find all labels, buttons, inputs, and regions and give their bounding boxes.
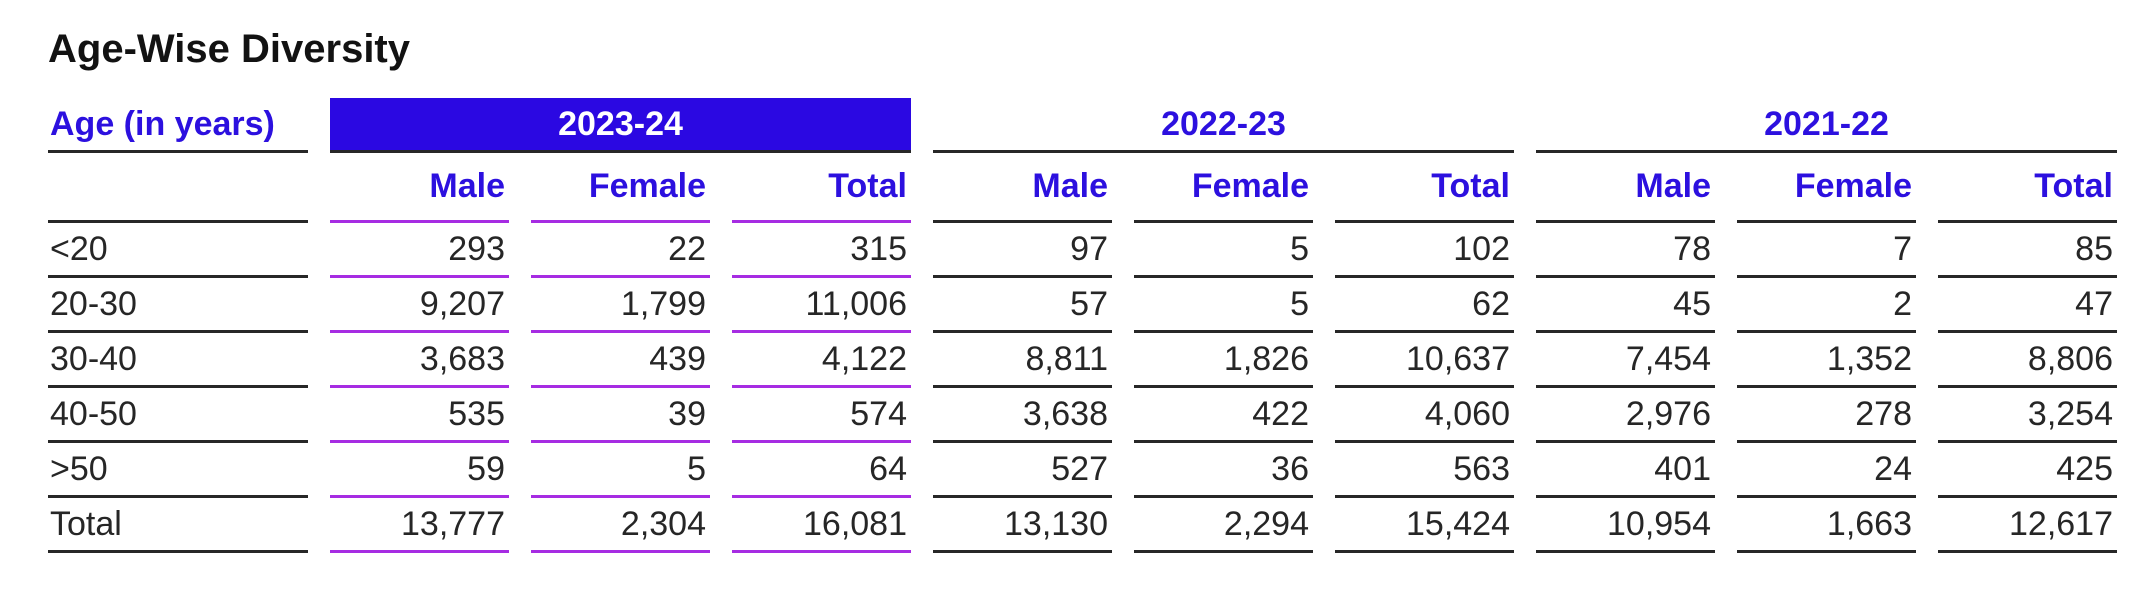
- value-cell: 102: [1335, 223, 1514, 278]
- age-wise-diversity-table: Age (in years) 2023-24 2022-23 2021-22 M…: [26, 98, 2139, 553]
- year-header-row: Age (in years) 2023-24 2022-23 2021-22: [48, 98, 2117, 153]
- value-cell: 13,777: [330, 498, 509, 553]
- value-cell: 8,811: [933, 333, 1112, 388]
- value-cell: 425: [1938, 443, 2117, 498]
- value-cell: 12,617: [1938, 498, 2117, 553]
- value-cell: 5: [1134, 278, 1313, 333]
- value-cell: 2,976: [1536, 388, 1715, 443]
- subheader-2022-23-male: Male: [933, 153, 1112, 223]
- value-cell: 16,081: [732, 498, 911, 553]
- value-cell: 2: [1737, 278, 1916, 333]
- sub-header-row: Male Female Total Male Female Total Male…: [48, 153, 2117, 223]
- value-cell: 315: [732, 223, 911, 278]
- value-cell: 2,304: [531, 498, 710, 553]
- subheader-2023-24-male: Male: [330, 153, 509, 223]
- value-cell: 1,826: [1134, 333, 1313, 388]
- year-header-2021-22: 2021-22: [1536, 98, 2117, 153]
- row-label: Total: [48, 498, 308, 553]
- value-cell: 293: [330, 223, 509, 278]
- value-cell: 4,122: [732, 333, 911, 388]
- value-cell: 574: [732, 388, 911, 443]
- value-cell: 401: [1536, 443, 1715, 498]
- year-header-2023-24: 2023-24: [330, 98, 911, 153]
- value-cell: 59: [330, 443, 509, 498]
- row-label: <20: [48, 223, 308, 278]
- value-cell: 39: [531, 388, 710, 443]
- value-cell: 1,663: [1737, 498, 1916, 553]
- value-cell: 422: [1134, 388, 1313, 443]
- row-label: 40-50: [48, 388, 308, 443]
- table-row-gt50: >50 59 5 64 527 36 563 401 24 425: [48, 443, 2117, 498]
- value-cell: 2,294: [1134, 498, 1313, 553]
- report-page: Age-Wise Diversity Age (in years) 2023-2…: [26, 27, 2139, 553]
- value-cell: 5: [531, 443, 710, 498]
- value-cell: 4,060: [1335, 388, 1514, 443]
- subheader-2023-24-female: Female: [531, 153, 710, 223]
- value-cell: 15,424: [1335, 498, 1514, 553]
- value-cell: 47: [1938, 278, 2117, 333]
- value-cell: 9,207: [330, 278, 509, 333]
- age-subheader-spacer: [48, 153, 308, 223]
- table-row-total: Total 13,777 2,304 16,081 13,130 2,294 1…: [48, 498, 2117, 553]
- subheader-2022-23-female: Female: [1134, 153, 1313, 223]
- value-cell: 535: [330, 388, 509, 443]
- value-cell: 57: [933, 278, 1112, 333]
- row-label: 30-40: [48, 333, 308, 388]
- value-cell: 24: [1737, 443, 1916, 498]
- value-cell: 22: [531, 223, 710, 278]
- value-cell: 78: [1536, 223, 1715, 278]
- subheader-2021-22-male: Male: [1536, 153, 1715, 223]
- value-cell: 62: [1335, 278, 1514, 333]
- subheader-2022-23-total: Total: [1335, 153, 1514, 223]
- value-cell: 1,352: [1737, 333, 1916, 388]
- value-cell: 64: [732, 443, 911, 498]
- value-cell: 7,454: [1536, 333, 1715, 388]
- table-row-lt20: <20 293 22 315 97 5 102 78 7 85: [48, 223, 2117, 278]
- value-cell: 10,954: [1536, 498, 1715, 553]
- value-cell: 3,638: [933, 388, 1112, 443]
- value-cell: 10,637: [1335, 333, 1514, 388]
- value-cell: 8,806: [1938, 333, 2117, 388]
- value-cell: 439: [531, 333, 710, 388]
- value-cell: 1,799: [531, 278, 710, 333]
- table-row-40-50: 40-50 535 39 574 3,638 422 4,060 2,976 2…: [48, 388, 2117, 443]
- subheader-2023-24-total: Total: [732, 153, 911, 223]
- age-column-header: Age (in years): [48, 98, 308, 153]
- value-cell: 13,130: [933, 498, 1112, 553]
- row-label: >50: [48, 443, 308, 498]
- value-cell: 36: [1134, 443, 1313, 498]
- value-cell: 3,683: [330, 333, 509, 388]
- table-row-20-30: 20-30 9,207 1,799 11,006 57 5 62 45 2 47: [48, 278, 2117, 333]
- value-cell: 278: [1737, 388, 1916, 443]
- value-cell: 3,254: [1938, 388, 2117, 443]
- value-cell: 85: [1938, 223, 2117, 278]
- year-header-2022-23: 2022-23: [933, 98, 1514, 153]
- value-cell: 97: [933, 223, 1112, 278]
- value-cell: 527: [933, 443, 1112, 498]
- value-cell: 5: [1134, 223, 1313, 278]
- value-cell: 7: [1737, 223, 1916, 278]
- subheader-2021-22-total: Total: [1938, 153, 2117, 223]
- value-cell: 11,006: [732, 278, 911, 333]
- value-cell: 563: [1335, 443, 1514, 498]
- row-label: 20-30: [48, 278, 308, 333]
- page-title: Age-Wise Diversity: [48, 27, 410, 71]
- subheader-2021-22-female: Female: [1737, 153, 1916, 223]
- value-cell: 45: [1536, 278, 1715, 333]
- table-row-30-40: 30-40 3,683 439 4,122 8,811 1,826 10,637…: [48, 333, 2117, 388]
